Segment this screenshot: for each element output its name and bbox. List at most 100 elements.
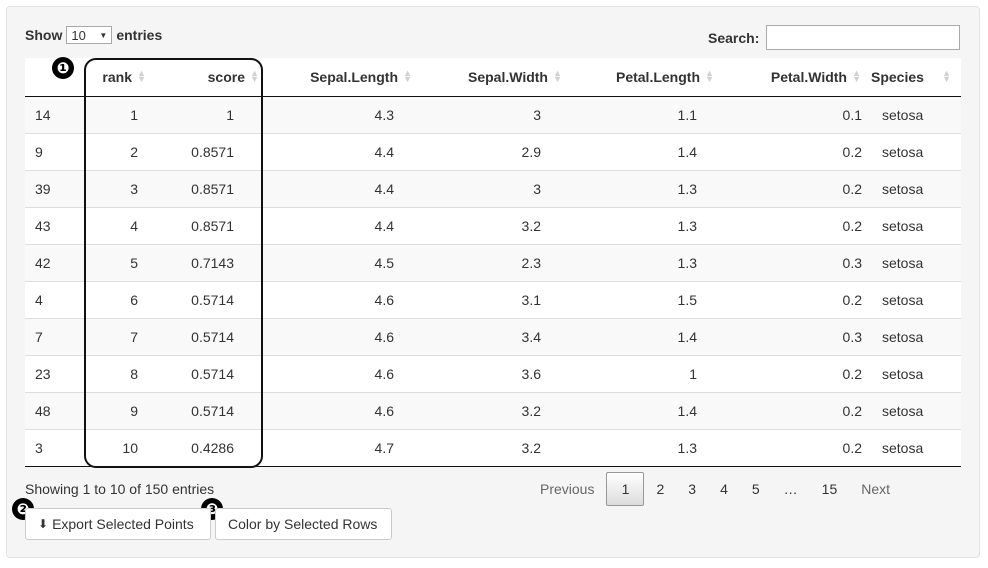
cell-score: 0.5714: [150, 354, 263, 392]
table-body: 14 1 1 4.3 3 1.1 0.1 setosa 9 2 0.8571 4.4 2.9 1.4 0.2…: [25, 95, 961, 467]
cell-petal-width: 0.2: [718, 354, 865, 392]
data-table: rank ▲ ▼ score ▲ ▼ Sepal.Length ▲ ▼ Sepal.Width ▲ ▼…: [25, 58, 961, 467]
row-name-cell: 3: [25, 428, 84, 467]
entries-select[interactable]: 10 ▼: [66, 26, 113, 44]
next-button[interactable]: Next: [861, 481, 891, 497]
cell-petal-width: 0.3: [718, 317, 865, 355]
sort-icon: ▲ ▼: [137, 68, 146, 84]
row-name-cell: 7: [25, 317, 84, 355]
table-row[interactable]: 39 3 0.8571 4.4 3 1.3 0.2 setosa: [25, 169, 961, 207]
cell-species: setosa: [865, 354, 961, 392]
cell-sepal-width: 3: [416, 169, 566, 207]
cell-score: 0.8571: [150, 169, 263, 207]
cell-sepal-length: 4.4: [263, 132, 416, 170]
cell-petal-length: 1.1: [566, 95, 718, 133]
sort-icon: ▲ ▼: [852, 68, 861, 84]
color-by-selected-rows-button[interactable]: Color by Selected Rows: [215, 508, 392, 540]
cell-sepal-width: 3: [416, 95, 566, 133]
cell-species: setosa: [865, 169, 961, 207]
cell-sepal-length: 4.7: [263, 428, 416, 467]
sort-icon: ▲ ▼: [250, 68, 259, 84]
cell-score: 0.8571: [150, 132, 263, 170]
table-row[interactable]: 3 10 0.4286 4.7 3.2 1.3 0.2 setosa: [25, 428, 961, 467]
cell-sepal-width: 3.4: [416, 317, 566, 355]
column-header-label: Petal.Length: [615, 68, 700, 85]
cell-score: 0.8571: [150, 206, 263, 244]
row-name-cell: 43: [25, 206, 84, 244]
cell-rank: 8: [84, 354, 150, 392]
column-header-rank[interactable]: rank ▲ ▼: [84, 58, 150, 97]
column-header-petal-width[interactable]: Petal.Width ▲ ▼: [718, 58, 865, 97]
row-name-cell: 48: [25, 391, 84, 429]
cell-rank: 3: [84, 169, 150, 207]
column-header-label: Species: [871, 68, 924, 85]
row-name-cell: 9: [25, 132, 84, 170]
page-button-5[interactable]: 5: [751, 481, 760, 497]
page-button-1[interactable]: 1: [606, 472, 645, 506]
page-button-2[interactable]: 2: [656, 481, 665, 497]
cell-sepal-width: 3.2: [416, 206, 566, 244]
cell-petal-length: 1.4: [566, 317, 718, 355]
cell-rank: 2: [84, 132, 150, 170]
table-row[interactable]: 42 5 0.7143 4.5 2.3 1.3 0.3 setosa: [25, 243, 961, 281]
column-header-species[interactable]: Species ▲ ▼: [865, 58, 961, 97]
cell-score: 0.4286: [150, 428, 263, 467]
table-row[interactable]: 4 6 0.5714 4.6 3.1 1.5 0.2 setosa: [25, 280, 961, 318]
page-button-15[interactable]: 15: [821, 481, 838, 497]
cell-petal-width: 0.3: [718, 243, 865, 281]
column-header-score[interactable]: score ▲ ▼: [150, 58, 263, 97]
page-button-4[interactable]: 4: [720, 481, 728, 497]
row-name-cell: 39: [25, 169, 84, 207]
cell-species: setosa: [865, 391, 961, 429]
cell-petal-width: 0.2: [718, 206, 865, 244]
row-name-cell: 42: [25, 243, 84, 281]
cell-petal-length: 1.4: [566, 132, 718, 170]
cell-petal-width: 0.2: [718, 169, 865, 207]
cell-species: setosa: [865, 317, 961, 355]
table-row[interactable]: 23 8 0.5714 4.6 3.6 1 0.2 setosa: [25, 354, 961, 392]
column-header-label: rank: [102, 68, 132, 85]
cell-score: 0.5714: [150, 280, 263, 318]
table-row[interactable]: 9 2 0.8571 4.4 2.9 1.4 0.2 setosa: [25, 132, 961, 170]
cell-petal-width: 0.2: [718, 280, 865, 318]
entries-label: entries: [116, 27, 163, 43]
cell-score: 0.5714: [150, 391, 263, 429]
previous-button[interactable]: Previous: [540, 481, 595, 497]
table-row[interactable]: 7 7 0.5714 4.6 3.4 1.4 0.3 setosa: [25, 317, 961, 355]
sort-icon: ▲ ▼: [942, 68, 951, 84]
cell-species: setosa: [865, 132, 961, 170]
table-row[interactable]: 48 9 0.5714 4.6 3.2 1.4 0.2 setosa: [25, 391, 961, 429]
cell-rank: 4: [84, 206, 150, 244]
cell-sepal-length: 4.4: [263, 206, 416, 244]
table-row[interactable]: 43 4 0.8571 4.4 3.2 1.3 0.2 setosa: [25, 206, 961, 244]
column-header-sepal-width[interactable]: Sepal.Width ▲ ▼: [416, 58, 566, 97]
cell-petal-length: 1.3: [566, 428, 718, 467]
search-input[interactable]: [766, 25, 960, 50]
cell-sepal-length: 4.6: [263, 354, 416, 392]
annotation-marker-1: ❶: [52, 57, 74, 79]
cell-species: setosa: [865, 428, 961, 467]
cell-rank: 7: [84, 317, 150, 355]
cell-sepal-width: 3.1: [416, 280, 566, 318]
cell-rank: 6: [84, 280, 150, 318]
column-header-label: Sepal.Length: [310, 68, 398, 85]
table-header: rank ▲ ▼ score ▲ ▼ Sepal.Length ▲ ▼ Sepal.Width ▲ ▼…: [25, 58, 961, 97]
entries-select-value: 10: [71, 27, 86, 43]
cell-sepal-width: 2.3: [416, 243, 566, 281]
row-name-cell: 23: [25, 354, 84, 392]
cell-petal-length: 1.3: [566, 206, 718, 244]
cell-score: 0.5714: [150, 317, 263, 355]
column-header-petal-length[interactable]: Petal.Length ▲ ▼: [566, 58, 718, 97]
cell-petal-length: 1.5: [566, 280, 718, 318]
table-row[interactable]: 14 1 1 4.3 3 1.1 0.1 setosa: [25, 95, 961, 133]
column-header-sepal-length[interactable]: Sepal.Length ▲ ▼: [263, 58, 416, 97]
page-button-3[interactable]: 3: [688, 481, 697, 497]
row-name-cell: 4: [25, 280, 84, 318]
cell-rank: 5: [84, 243, 150, 281]
color-button-label: Color by Selected Rows: [228, 516, 378, 532]
cell-rank: 1: [84, 95, 150, 133]
cell-sepal-length: 4.6: [263, 280, 416, 318]
cell-rank: 10: [84, 428, 150, 467]
cell-sepal-width: 3.2: [416, 391, 566, 429]
export-selected-points-button[interactable]: ⬇ Export Selected Points: [25, 508, 211, 540]
